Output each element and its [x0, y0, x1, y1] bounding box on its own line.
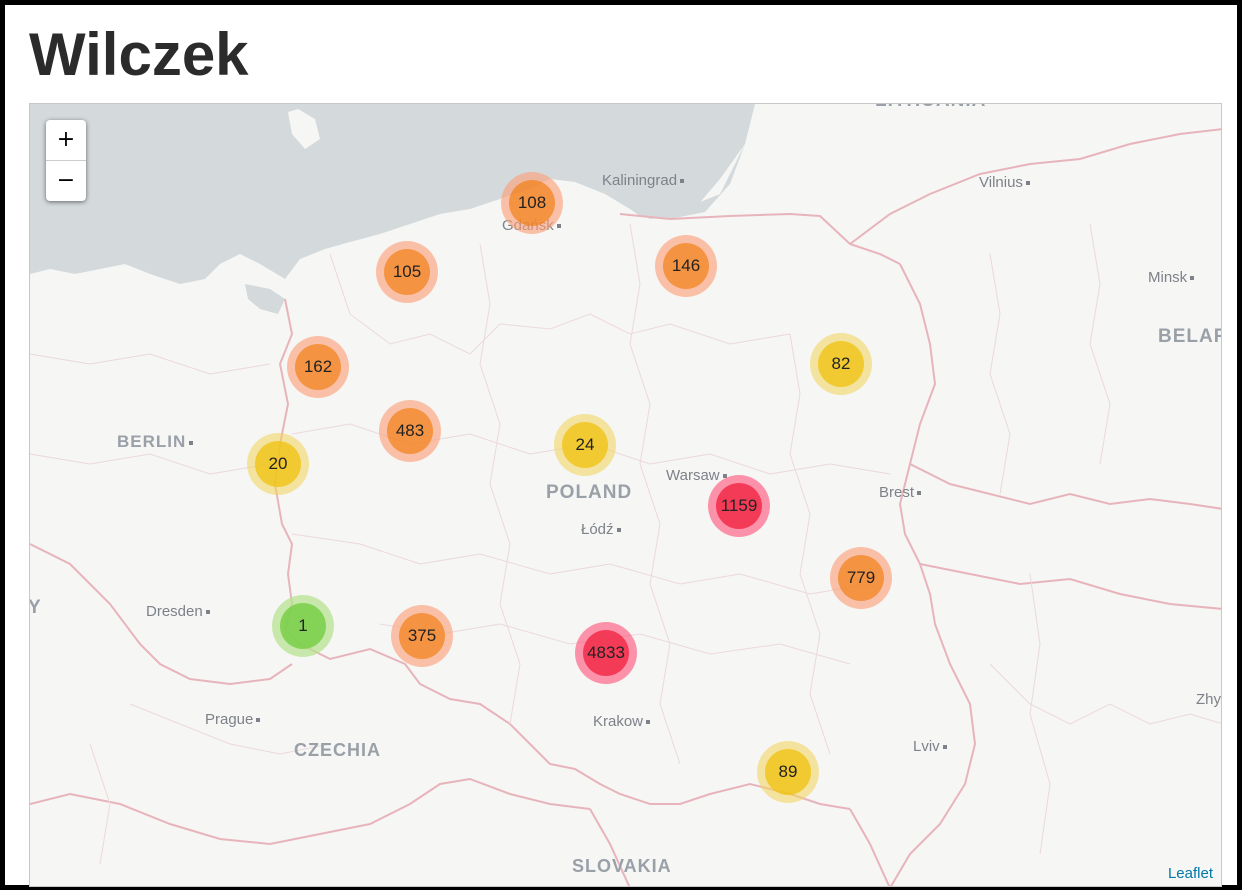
cluster-marker[interactable]: 779	[830, 547, 892, 609]
szczecin-lagoon	[245, 284, 285, 314]
zoom-out-button[interactable]: −	[56, 168, 76, 193]
cluster-count: 20	[255, 441, 301, 487]
cluster-marker[interactable]: 375	[391, 605, 453, 667]
cluster-marker[interactable]: 105	[376, 241, 438, 303]
cluster-marker[interactable]: 483	[379, 400, 441, 462]
label-krakow: Krakow	[593, 713, 651, 730]
cluster-marker[interactable]: 24	[554, 414, 616, 476]
label-prague: Prague	[205, 711, 261, 728]
label-dresden: Dresden	[146, 603, 210, 620]
label-belarus: BELAR	[1158, 326, 1222, 347]
cluster-marker[interactable]: 162	[287, 336, 349, 398]
label-poland: POLAND	[546, 482, 633, 503]
label-kaliningrad: Kaliningrad	[602, 172, 685, 189]
cluster-count: 1159	[716, 483, 762, 529]
curonian-lagoon	[630, 144, 745, 219]
cluster-count: 82	[818, 341, 864, 387]
cluster-marker[interactable]: 82	[810, 333, 872, 395]
label-zhy: Zhy	[1196, 691, 1222, 708]
label-brest: Brest	[879, 484, 922, 501]
cluster-count: 89	[765, 749, 811, 795]
country-borders	[30, 128, 1221, 886]
label-lithuania: LITHUANIA	[875, 104, 986, 112]
map-container[interactable]: LITHUANIA Kaliningrad Vilnius Gdańsk Min…	[29, 103, 1222, 887]
cluster-count: 146	[663, 243, 709, 289]
cluster-count: 162	[295, 344, 341, 390]
label-lviv: Lviv	[913, 738, 947, 755]
cluster-marker[interactable]: 108	[501, 172, 563, 234]
label-minsk: Minsk	[1148, 269, 1195, 286]
baltic-sea	[30, 104, 755, 284]
cluster-count: 483	[387, 408, 433, 454]
label-lodz: Łódź	[581, 521, 621, 538]
label-warsaw: Warsaw	[666, 467, 727, 484]
zoom-control: + −	[46, 120, 86, 201]
zoom-in-button[interactable]: +	[46, 120, 86, 161]
cluster-count: 779	[838, 555, 884, 601]
cluster-count: 4833	[583, 630, 629, 676]
page-title: Wilczek	[29, 21, 249, 88]
cluster-count: 24	[562, 422, 608, 468]
label-czechia: CZECHIA	[294, 740, 381, 760]
cluster-marker[interactable]: 89	[757, 741, 819, 803]
cluster-count: 375	[399, 613, 445, 659]
map-tiles[interactable]	[30, 104, 1222, 887]
label-berlin: BERLIN	[117, 432, 194, 452]
island	[288, 109, 320, 149]
label-y: Y	[29, 597, 42, 618]
cluster-marker[interactable]: 1	[272, 595, 334, 657]
label-vilnius: Vilnius	[979, 174, 1030, 191]
cluster-marker[interactable]: 4833	[575, 622, 637, 684]
cluster-count: 1	[280, 603, 326, 649]
cluster-marker[interactable]: 20	[247, 433, 309, 495]
cluster-count: 105	[384, 249, 430, 295]
cluster-count: 108	[509, 180, 555, 226]
leaflet-attribution-link[interactable]: Leaflet	[1167, 865, 1213, 882]
label-slovakia: SLOVAKIA	[572, 856, 672, 876]
cluster-marker[interactable]: 1159	[708, 475, 770, 537]
cluster-marker[interactable]: 146	[655, 235, 717, 297]
